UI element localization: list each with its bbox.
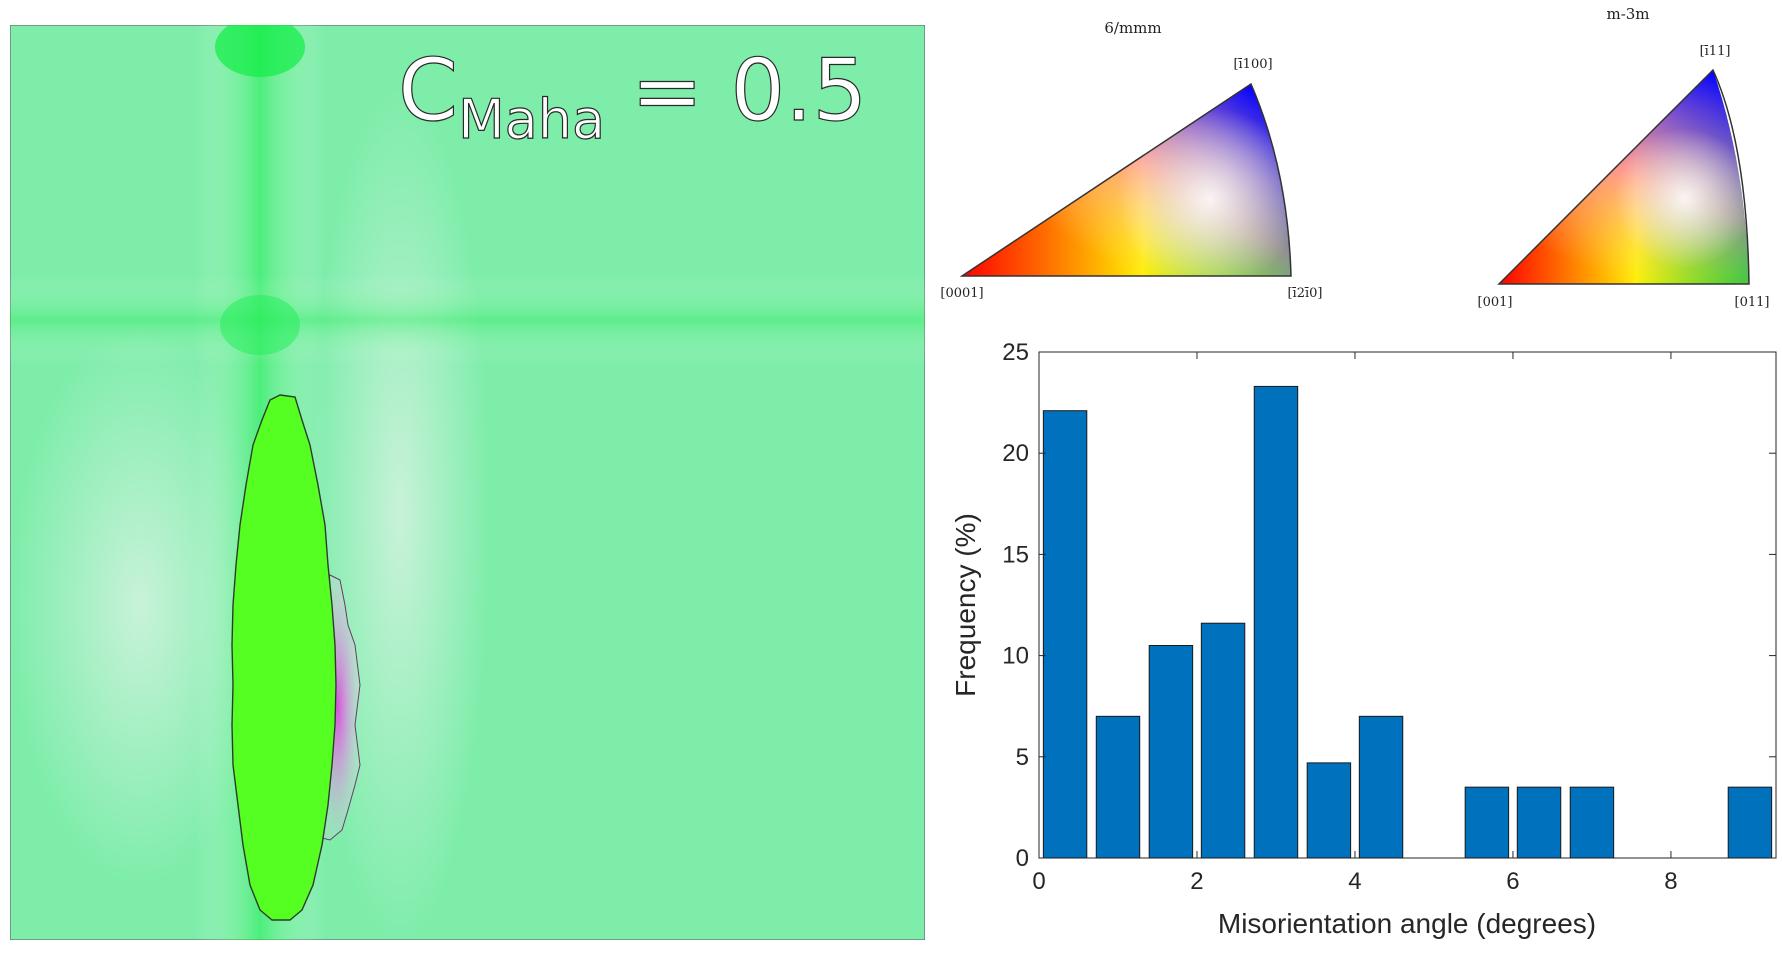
x-tick-label: 2 — [1190, 868, 1203, 895]
ipf-hex-white-center — [962, 84, 1291, 276]
orientation-map: CMaha = 0.5 — [10, 25, 925, 940]
ipf-key-cubic: m-3m [001] [011] [ī11] — [1478, 5, 1770, 310]
y-tick-label: 25 — [1002, 339, 1029, 366]
ipf-keys-panel: 6/mmm [0001] [ī2ī0] [ī100] m-3m [001] [0… — [930, 0, 1782, 320]
ipf-label-m1100: [ī100] — [1233, 57, 1272, 72]
ipf-keys: 6/mmm [0001] [ī2ī0] [ī100] m-3m [001] [0… — [940, 5, 1770, 310]
y-tick-label: 20 — [1002, 440, 1029, 467]
ipf-label-0001: [0001] — [940, 286, 983, 301]
x-tick-label: 8 — [1664, 868, 1677, 895]
ipf-label-m111: [ī11] — [1700, 44, 1731, 59]
x-tick-label: 6 — [1506, 868, 1519, 895]
histogram-bar — [1464, 786, 1510, 859]
y-tick-label: 0 — [1016, 845, 1029, 872]
x-tick-label: 0 — [1032, 868, 1045, 895]
x-axis-label: Misorientation angle (degrees) — [1218, 908, 1596, 939]
orientation-map-panel: CMaha = 0.5 — [10, 25, 925, 940]
y-tick-label: 15 — [1002, 541, 1029, 568]
ipf-key-hexagonal: 6/mmm [0001] [ī2ī0] [ī100] — [940, 19, 1322, 301]
ipf-outline-hexagonal — [959, 82, 1292, 277]
histogram-bar — [1042, 410, 1088, 859]
cmaha-annotation: CMaha = 0.5 — [398, 41, 867, 151]
histogram-bar — [1516, 786, 1562, 859]
ipf-title-cubic: m-3m — [1606, 5, 1649, 23]
histogram-bar — [1253, 385, 1299, 859]
ipf-label-m12m10: [ī2ī0] — [1287, 286, 1322, 301]
y-tick-label: 10 — [1002, 643, 1029, 670]
ipf-outline-cubic — [1497, 68, 1750, 285]
x-tick-label: 4 — [1348, 868, 1361, 895]
green-grain — [231, 394, 337, 921]
histogram-bar — [1095, 715, 1141, 859]
histogram-panel: 0 2 4 6 8 0 5 10 15 20 25 Misorientation angle (de… — [930, 320, 1782, 954]
map-horizontal-band — [10, 275, 925, 365]
map-junction-spot — [220, 295, 300, 355]
histogram-bar — [1727, 786, 1773, 859]
histogram-bar — [1148, 644, 1194, 859]
ipf-cub-white-center — [1499, 70, 1749, 284]
histogram-bar — [1306, 762, 1352, 859]
map-top-bright-spot — [215, 25, 305, 77]
histogram-bar — [1569, 786, 1615, 859]
misorientation-histogram: 0 2 4 6 8 0 5 10 15 20 25 Misorientation angle (de… — [950, 339, 1777, 939]
histogram-bar — [1358, 715, 1404, 859]
y-tick-label: 5 — [1016, 744, 1029, 771]
histogram-bar — [1200, 622, 1246, 859]
ipf-title-hexagonal: 6/mmm — [1104, 19, 1161, 37]
ipf-label-011: [011] — [1735, 295, 1770, 310]
ipf-label-001: [001] — [1478, 295, 1513, 310]
y-axis-label: Frequency (%) — [950, 513, 981, 697]
